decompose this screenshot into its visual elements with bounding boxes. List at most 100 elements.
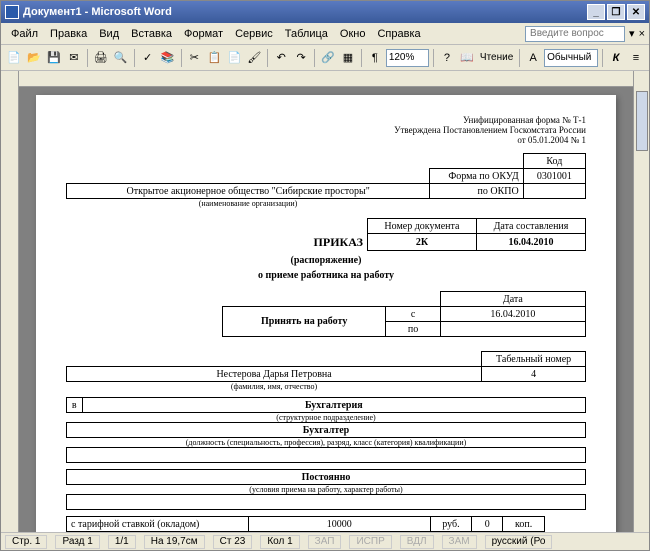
spell-icon[interactable]: ✓: [139, 48, 157, 68]
in-label: в: [67, 398, 83, 413]
okud-label: Форма по ОКУД: [430, 169, 523, 184]
prikaz-label: ПРИКАЗ: [274, 234, 367, 251]
doc-num-header: Номер документа: [367, 219, 476, 234]
fio-sub: (фамилия, имя, отчество): [66, 382, 482, 391]
doc-date-header: Дата составления: [476, 219, 585, 234]
status-section: Разд 1: [55, 535, 99, 549]
accept-dates-table: Дата Принять на работу с 16.04.2010 по: [222, 291, 586, 337]
document-area[interactable]: Унифицированная форма № Т-1 Утверждена П…: [19, 71, 633, 532]
menu-format[interactable]: Формат: [178, 26, 229, 42]
rub-label: руб.: [430, 517, 472, 532]
menu-help[interactable]: Справка: [371, 26, 426, 42]
paragraph-icon[interactable]: ¶: [366, 48, 384, 68]
tab-num-header: Табельный номер: [482, 352, 586, 367]
status-zam: ЗАМ: [442, 535, 477, 549]
statusbar: Стр. 1 Разд 1 1/1 На 19,7см Ст 23 Кол 1 …: [1, 532, 649, 550]
menu-window[interactable]: Окно: [334, 26, 372, 42]
vertical-scrollbar[interactable]: [633, 71, 649, 532]
style-select[interactable]: Обычный: [544, 49, 598, 67]
tab-num: 4: [482, 367, 586, 382]
menu-insert[interactable]: Вставка: [125, 26, 178, 42]
style-pane-icon[interactable]: A: [524, 48, 542, 68]
subtitle: о приеме работника на работу: [66, 270, 586, 281]
menubar: Файл Правка Вид Вставка Формат Сервис Та…: [1, 23, 649, 45]
bold-icon[interactable]: К: [607, 48, 625, 68]
paste-icon[interactable]: 📄: [225, 48, 243, 68]
workspace: Унифицированная форма № Т-1 Утверждена П…: [1, 71, 649, 532]
preview-icon[interactable]: 🔍: [112, 48, 130, 68]
menu-tools[interactable]: Сервис: [229, 26, 279, 42]
menu-view[interactable]: Вид: [93, 26, 125, 42]
save-icon[interactable]: 💾: [45, 48, 63, 68]
form-header: Унифицированная форма № Т-1 Утверждена П…: [66, 115, 586, 145]
maximize-button[interactable]: ❐: [607, 4, 625, 20]
position-table: Бухгалтер: [66, 422, 586, 438]
link-icon[interactable]: 🔗: [319, 48, 337, 68]
document-page: Унифицированная форма № Т-1 Утверждена П…: [36, 95, 616, 532]
help-dropdown-icon[interactable]: ▾: [629, 27, 635, 40]
position: Бухгалтер: [67, 423, 586, 438]
read-mode-icon[interactable]: 📖: [458, 48, 476, 68]
menu-file[interactable]: Файл: [5, 26, 44, 42]
copy-icon[interactable]: 📋: [205, 48, 223, 68]
fio: Нестерова Дарья Петровна: [67, 367, 482, 382]
format-painter-icon[interactable]: 🖌: [245, 48, 263, 68]
print-icon[interactable]: 🖨: [92, 48, 110, 68]
status-line: Ст 23: [213, 535, 253, 549]
align-icon[interactable]: ≡: [627, 48, 645, 68]
doc-number-table: Номер документа Дата составления ПРИКАЗ …: [274, 218, 586, 251]
open-icon[interactable]: 📂: [25, 48, 43, 68]
from-label: с: [386, 307, 440, 322]
table-icon[interactable]: ▦: [339, 48, 357, 68]
salary-label: с тарифной ставкой (окладом): [67, 517, 249, 532]
dept-sub: (структурное подразделение): [66, 413, 586, 422]
okpo-label: по ОКПО: [430, 184, 523, 199]
window-title: Документ1 - Microsoft Word: [23, 6, 172, 18]
status-lang[interactable]: русский (Ро: [485, 535, 553, 549]
status-page: Стр. 1: [5, 535, 47, 549]
toolbar: 📄 📂 💾 ✉ 🖨 🔍 ✓ 📚 ✂ 📋 📄 🖌 ↶ ↷ 🔗 ▦ ¶ 120% ?…: [1, 45, 649, 71]
status-ispr: ИСПР: [349, 535, 391, 549]
from-date: 16.04.2010: [440, 307, 585, 322]
org-name: Открытое акционерное общество "Сибирские…: [67, 184, 430, 199]
empty-row-2: [66, 494, 586, 510]
redo-icon[interactable]: ↷: [292, 48, 310, 68]
help-icon[interactable]: ?: [438, 48, 456, 68]
kop-label: коп.: [503, 517, 545, 532]
conditions-table: Постоянно: [66, 469, 586, 485]
status-pages: 1/1: [108, 535, 136, 549]
conditions-sub: (условия приема на работу, характер рабо…: [66, 485, 586, 494]
horizontal-ruler[interactable]: [19, 71, 633, 87]
menubar-close-icon[interactable]: ×: [639, 28, 645, 40]
kop-value: 0: [472, 517, 503, 532]
doc-num: 2К: [367, 234, 476, 251]
research-icon[interactable]: 📚: [159, 48, 177, 68]
doc-date: 16.04.2010: [476, 234, 585, 251]
vertical-ruler[interactable]: [1, 71, 19, 532]
tab-number-table: Табельный номер Нестерова Дарья Петровна…: [66, 351, 586, 382]
mail-icon[interactable]: ✉: [65, 48, 83, 68]
status-col: Кол 1: [260, 535, 299, 549]
menu-table[interactable]: Таблица: [279, 26, 334, 42]
position-sub: (должность (специальность, профессия), р…: [66, 438, 586, 447]
new-doc-icon[interactable]: 📄: [5, 48, 23, 68]
status-zap: ЗАП: [308, 535, 342, 549]
accept-label: Принять на работу: [223, 307, 386, 337]
to-label: по: [386, 322, 440, 337]
salary-value: 10000: [248, 517, 430, 532]
cut-icon[interactable]: ✂: [185, 48, 203, 68]
help-search-input[interactable]: [525, 26, 625, 42]
dept-table: в Бухгалтерия: [66, 397, 586, 413]
scrollbar-thumb[interactable]: [636, 91, 648, 151]
rasporiazhenie: (распоряжение): [66, 255, 586, 266]
okud-value: 0301001: [523, 169, 585, 184]
org-sub: (наименование организации): [66, 199, 430, 208]
menu-edit[interactable]: Правка: [44, 26, 93, 42]
zoom-select[interactable]: 120%: [386, 49, 429, 67]
close-button[interactable]: ✕: [627, 4, 645, 20]
status-vdl: ВДЛ: [400, 535, 434, 549]
undo-icon[interactable]: ↶: [272, 48, 290, 68]
salary-table: с тарифной ставкой (окладом) 10000 руб. …: [66, 516, 586, 532]
minimize-button[interactable]: _: [587, 4, 605, 20]
org-code-table: Код Форма по ОКУД 0301001 Открытое акцио…: [66, 153, 586, 199]
